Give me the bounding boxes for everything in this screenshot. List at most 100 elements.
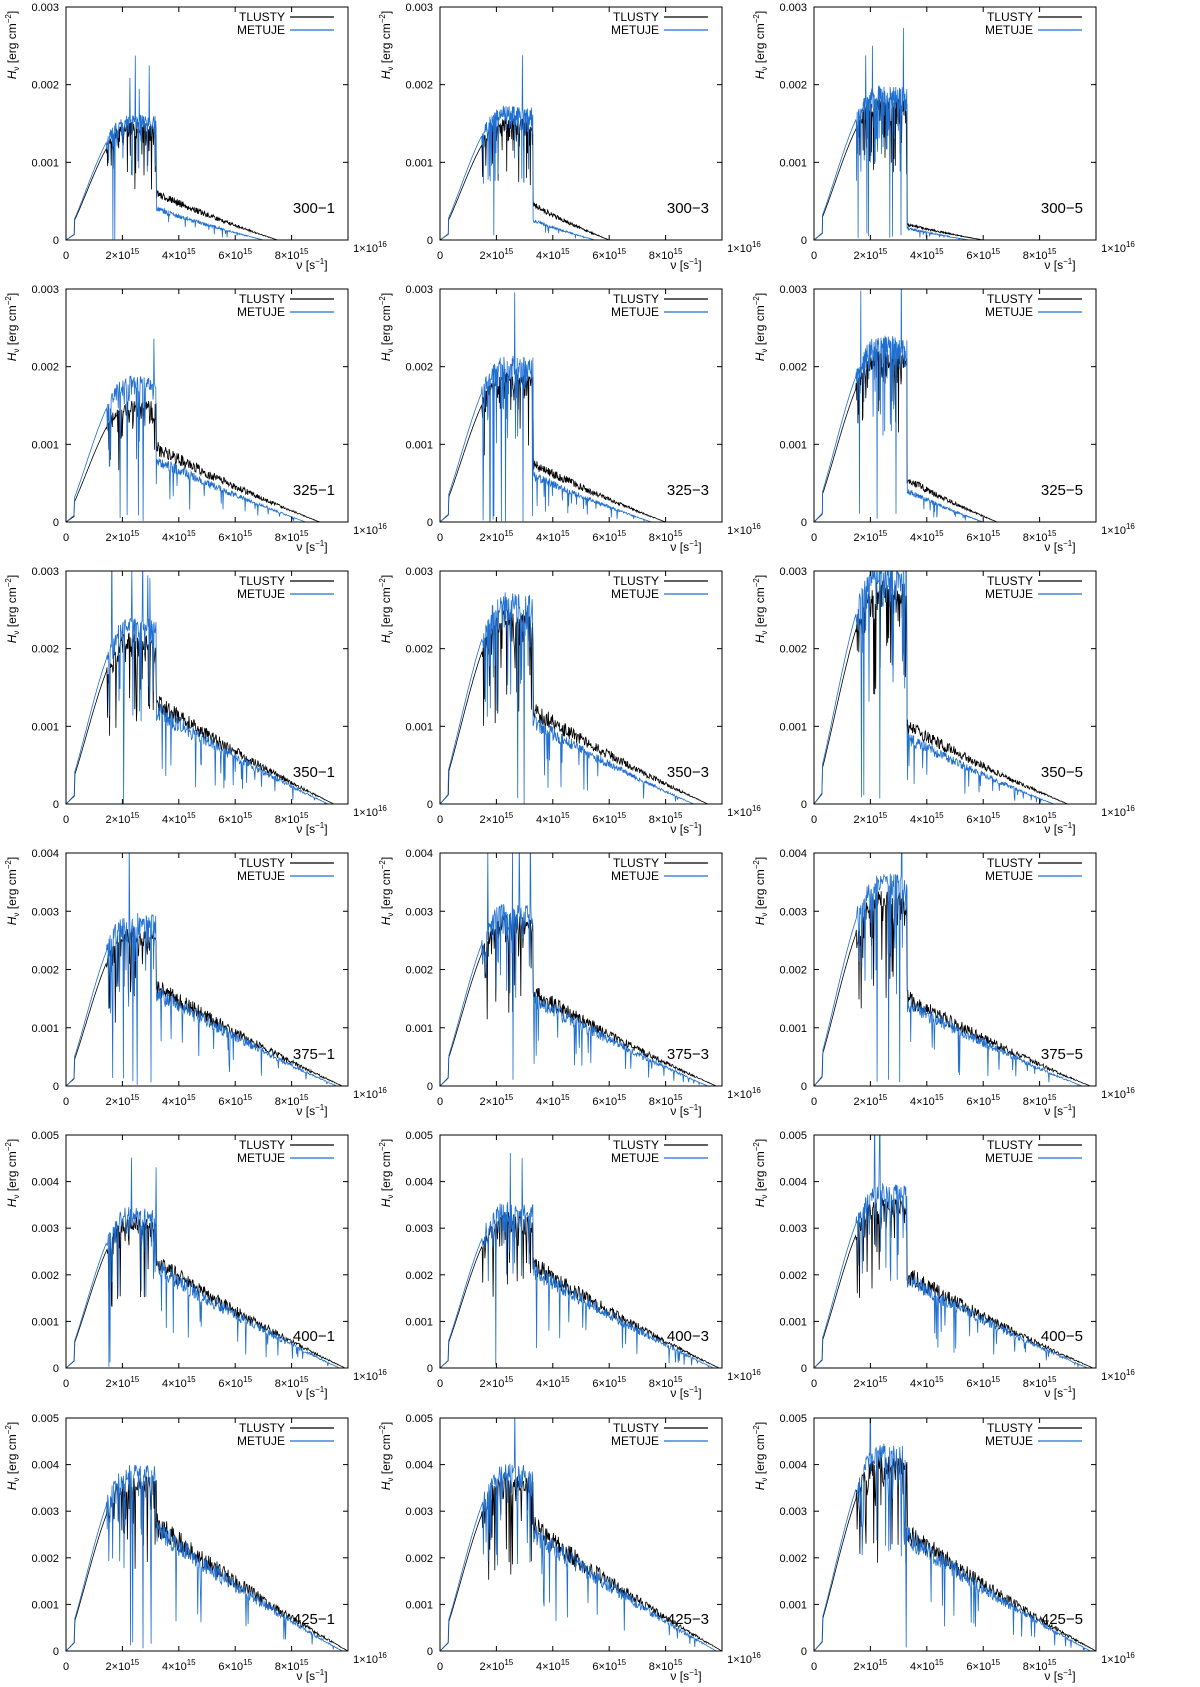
y-tick-label: 0.002 [779,1270,807,1282]
spectrum-curves [440,55,722,240]
x-axis-label: ν [s−1] [670,821,701,836]
x-tick-label: 0 [811,1378,817,1390]
plot-frame [813,288,1097,523]
y-tick-label: 0 [53,1646,59,1658]
y-tick-label: 0.001 [31,1023,59,1035]
y-axis-label: Hν [erg cm−2] [752,857,769,925]
x-tick-label: 0 [437,250,443,262]
tlusty-spectrum-line [440,371,722,522]
y-tick-label: 0.002 [31,644,59,656]
model-label: 425−3 [667,1611,709,1628]
chart-panel: 0 0.001 0.002 0.003 0.004 0 2×1015 4×1015 6×1015… [378,848,761,1118]
model-label: 350−5 [1041,764,1083,781]
x-tick-label: 2×1015 [106,247,140,262]
model-label: 400−5 [1041,1328,1083,1345]
y-tick-label: 0.002 [779,965,807,977]
x-tick-label: 2×1015 [854,1093,888,1108]
tlusty-spectrum-line [66,121,348,240]
x-tick-label: 4×1015 [162,1658,196,1673]
metuje-spectrum-line [440,592,722,804]
x-tick-label: 4×1015 [910,1375,944,1390]
x-axis-label: ν [s−1] [296,539,327,554]
legend-tlusty-label: TLUSTY [987,1421,1033,1435]
x-tick-label: 4×1015 [536,811,570,826]
y-tick-label: 0.001 [405,721,433,733]
chart-panel: 0 0.001 0.002 0.003 0.004 0.005 0 2×1015 4×1015 6… [378,1413,761,1683]
metuje-spectrum-line [66,571,348,804]
y-tick-label: 0.002 [779,80,807,92]
y-axis-label: Hν [erg cm−2] [752,1139,769,1207]
model-label: 300−5 [1041,200,1083,217]
y-tick-label: 0.003 [405,1223,433,1235]
x-tick-label: 4×1015 [536,1093,570,1108]
x-tick-label: 6×1015 [966,247,1000,262]
x-tick-label: 1×1016 [1101,1651,1135,1666]
y-tick-label: 0.002 [31,1553,59,1565]
x-axis-label: ν [s−1] [1044,1668,1075,1683]
x-tick-label: 0 [811,250,817,262]
y-tick-label: 0.002 [779,362,807,374]
model-label: 400−1 [293,1328,335,1345]
y-axis-label: Hν [erg cm−2] [378,575,395,643]
y-tick-label: 0.002 [405,1270,433,1282]
x-tick-label: 6×1015 [592,1375,626,1390]
metuje-spectrum-line [440,292,722,522]
x-tick-label: 1×1016 [727,522,761,537]
x-tick-label: 2×1015 [106,529,140,544]
x-tick-label: 0 [811,1661,817,1673]
x-tick-label: 6×1015 [592,1093,626,1108]
y-tick-label: 0.003 [31,284,59,296]
x-tick-label: 0 [63,1378,69,1390]
x-axis-label: ν [s−1] [1044,821,1075,836]
x-tick-label: 8×1015 [1023,811,1057,826]
tlusty-spectrum-line [814,579,1096,804]
x-tick-label: 4×1015 [910,529,944,544]
x-tick-label: 4×1015 [162,811,196,826]
y-axis-label: Hν [erg cm−2] [4,1422,21,1490]
chart-panel: 0 0.001 0.002 0.003 0 2×1015 4×1015 6×1015 8×101… [4,2,387,272]
spectrum-curves [66,571,348,804]
legend-metuje-label: METUJE [985,869,1033,883]
legend-metuje-label: METUJE [611,305,659,319]
x-tick-label: 8×1015 [649,529,683,544]
model-label: 425−1 [293,1611,335,1628]
y-axis-label: Hν [erg cm−2] [378,857,395,925]
x-axis-label: ν [s−1] [1044,1103,1075,1118]
x-tick-label: 6×1015 [218,1658,252,1673]
y-tick-label: 0.001 [779,439,807,451]
x-tick-label: 6×1015 [966,529,1000,544]
x-tick-label: 4×1015 [536,529,570,544]
y-tick-label: 0.002 [31,1270,59,1282]
legend-metuje-label: METUJE [985,1434,1033,1448]
y-tick-label: 0.003 [405,2,433,14]
plot-frame [813,6,1097,241]
y-tick-label: 0.001 [31,1316,59,1328]
chart-panel: 0 0.001 0.002 0.003 0 2×1015 4×1015 6×1015 8×101… [378,2,761,272]
x-tick-label: 1×1016 [353,1086,387,1101]
y-tick-label: 0.003 [779,284,807,296]
y-tick-label: 0.003 [31,1223,59,1235]
legend-tlusty-label: TLUSTY [987,10,1033,24]
x-tick-label: 8×1015 [275,1375,309,1390]
legend-tlusty-label: TLUSTY [987,292,1033,306]
metuje-spectrum-line [814,1135,1096,1368]
y-tick-label: 0 [53,1081,59,1093]
legend-tlusty-label: TLUSTY [613,1138,659,1152]
y-tick-label: 0 [53,517,59,529]
y-tick-label: 0.005 [405,1130,433,1142]
x-tick-label: 2×1015 [480,1375,514,1390]
metuje-spectrum-line [814,571,1096,804]
spectrum-curves [440,1418,722,1651]
y-tick-label: 0 [53,799,59,811]
x-axis-label: ν [s−1] [1044,1385,1075,1400]
plot-frame [813,1417,1097,1652]
x-axis-label: ν [s−1] [296,1385,327,1400]
x-tick-label: 1×1016 [1101,240,1135,255]
y-tick-label: 0.005 [405,1413,433,1425]
metuje-spectrum-line [440,1152,722,1368]
legend-tlusty-label: TLUSTY [613,10,659,24]
y-tick-label: 0 [53,1363,59,1375]
y-tick-label: 0.003 [31,2,59,14]
model-label: 325−3 [667,482,709,499]
x-tick-label: 0 [437,532,443,544]
